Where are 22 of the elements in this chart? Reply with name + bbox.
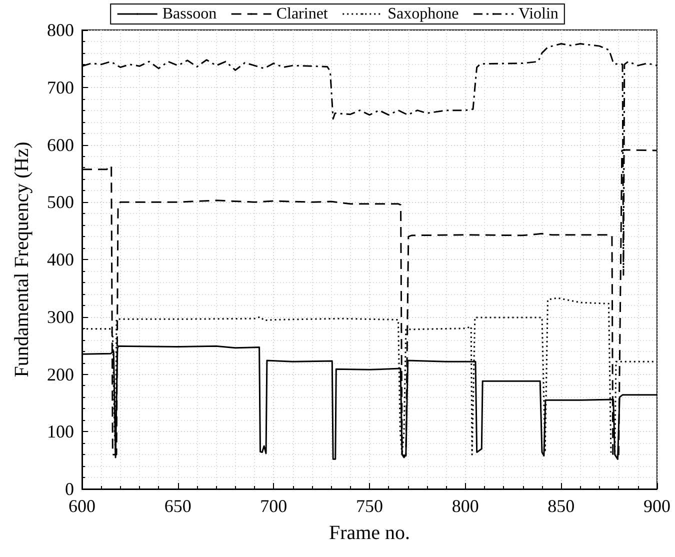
y-tick-label: 700 — [47, 77, 74, 98]
y-tick-label: 200 — [47, 364, 74, 384]
x-tick-label: 850 — [548, 496, 575, 516]
legend-label: Violin — [518, 6, 558, 22]
x-axis-title: Frame no. — [328, 522, 410, 544]
x-tick-label: 650 — [164, 496, 192, 516]
x-tick-label: 900 — [644, 496, 670, 516]
y-tick-label: 600 — [47, 134, 74, 155]
x-tick-label: 700 — [260, 496, 288, 516]
x-tick-label: 600 — [68, 496, 96, 516]
legend-label: Saxophone — [388, 6, 459, 22]
y-tick-label: 100 — [47, 422, 74, 442]
legend-label: Bassoon — [162, 6, 217, 22]
y-tick-label: 800 — [47, 20, 74, 40]
y-tick-label: 300 — [47, 306, 74, 327]
y-tick-label: 500 — [47, 192, 74, 212]
x-tick-label: 750 — [356, 496, 383, 516]
x-tick-label: 800 — [452, 496, 479, 516]
y-axis-title: Fundamental Frequency (Hz) — [11, 142, 33, 378]
legend-label: Clarinet — [276, 6, 328, 22]
y-tick-label: 400 — [47, 250, 74, 270]
y-tick-label: 0 — [65, 479, 74, 499]
